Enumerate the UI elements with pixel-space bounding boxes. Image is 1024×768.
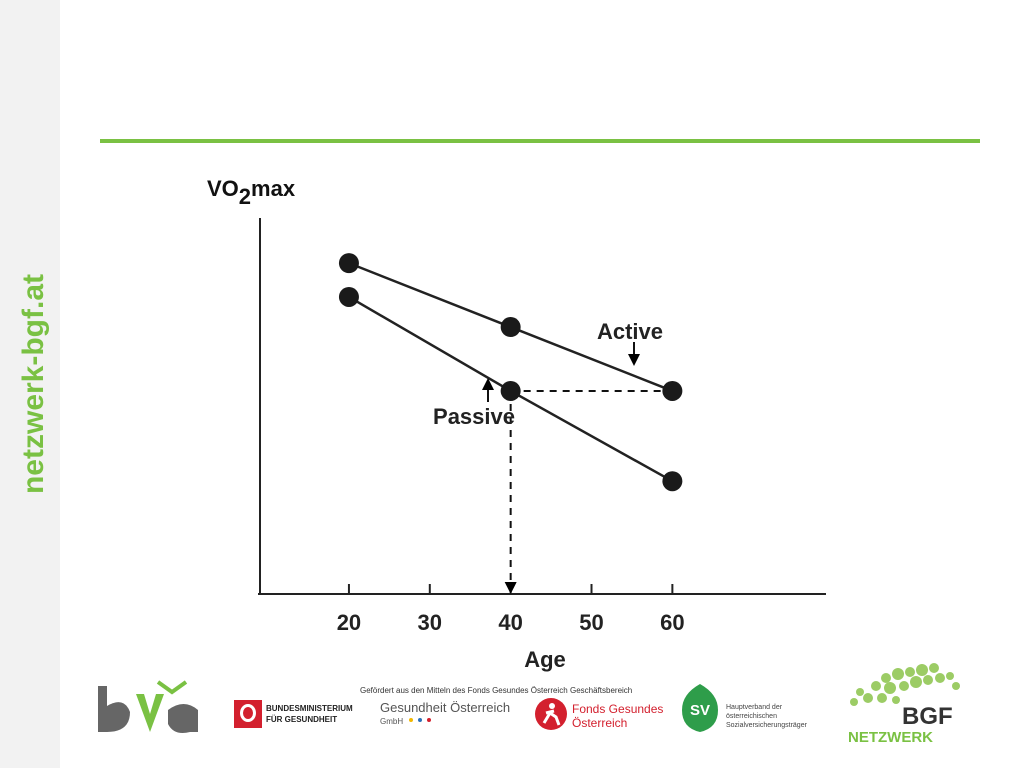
annotation-passive: Passive bbox=[433, 404, 515, 429]
netzwerk-text: NETZWERK bbox=[848, 729, 933, 744]
svg-text:SV: SV bbox=[690, 702, 710, 719]
sv-logo: SV bbox=[682, 684, 718, 732]
x-tick-label-30: 30 bbox=[418, 610, 442, 635]
go-line-1: Gesundheit Österreich bbox=[380, 700, 511, 715]
point-passive-20 bbox=[338, 286, 359, 307]
point-active-40 bbox=[500, 317, 521, 338]
point-active-60 bbox=[662, 380, 683, 401]
x-tick-label-40: 40 bbox=[498, 610, 522, 635]
ministry-line-1: BUNDESMINISTERIUM bbox=[266, 704, 353, 713]
x-tick-label-60: 60 bbox=[660, 610, 684, 635]
point-passive-40 bbox=[500, 380, 521, 401]
bva-logo bbox=[98, 680, 198, 733]
bgf-netzwerk-logo: BGF NETZWERK bbox=[848, 663, 960, 744]
point-active-20 bbox=[338, 253, 359, 274]
header-divider bbox=[100, 139, 980, 143]
x-tick-label-20: 20 bbox=[337, 610, 361, 635]
x-axis-label: Age bbox=[524, 647, 566, 672]
office-note: Geschäftsbereich bbox=[570, 686, 633, 695]
funded-note: Gefördert aus den Mitteln des Fonds Gesu… bbox=[360, 686, 568, 695]
ministry-emblem bbox=[234, 700, 262, 728]
annotation-active: Active bbox=[597, 319, 663, 344]
fgoe-line-2: Österreich bbox=[572, 716, 628, 730]
go-dots-icon bbox=[409, 718, 431, 722]
bgf-text: BGF bbox=[902, 703, 953, 730]
chart: VO2max 20 30 40 50 60 Active Passive Age bbox=[207, 176, 826, 672]
point-passive-60 bbox=[662, 471, 683, 492]
ministry-line-2: FÜR GESUNDHEIT bbox=[266, 715, 338, 724]
fgoe-line-1: Fonds Gesundes bbox=[572, 702, 664, 716]
hvb-line-3: Sozialversicherungsträger bbox=[726, 722, 807, 729]
x-tick-label-50: 50 bbox=[579, 610, 603, 635]
hvb-line-2: österreichischen bbox=[726, 713, 777, 720]
fgoe-emblem bbox=[535, 698, 567, 730]
go-line-2: GmbH bbox=[380, 717, 404, 726]
hvb-line-1: Hauptverband der bbox=[726, 704, 783, 711]
sidebar-strip: netzwerk-bgf.at bbox=[0, 0, 60, 768]
y-axis-label: VO2max bbox=[207, 176, 296, 209]
